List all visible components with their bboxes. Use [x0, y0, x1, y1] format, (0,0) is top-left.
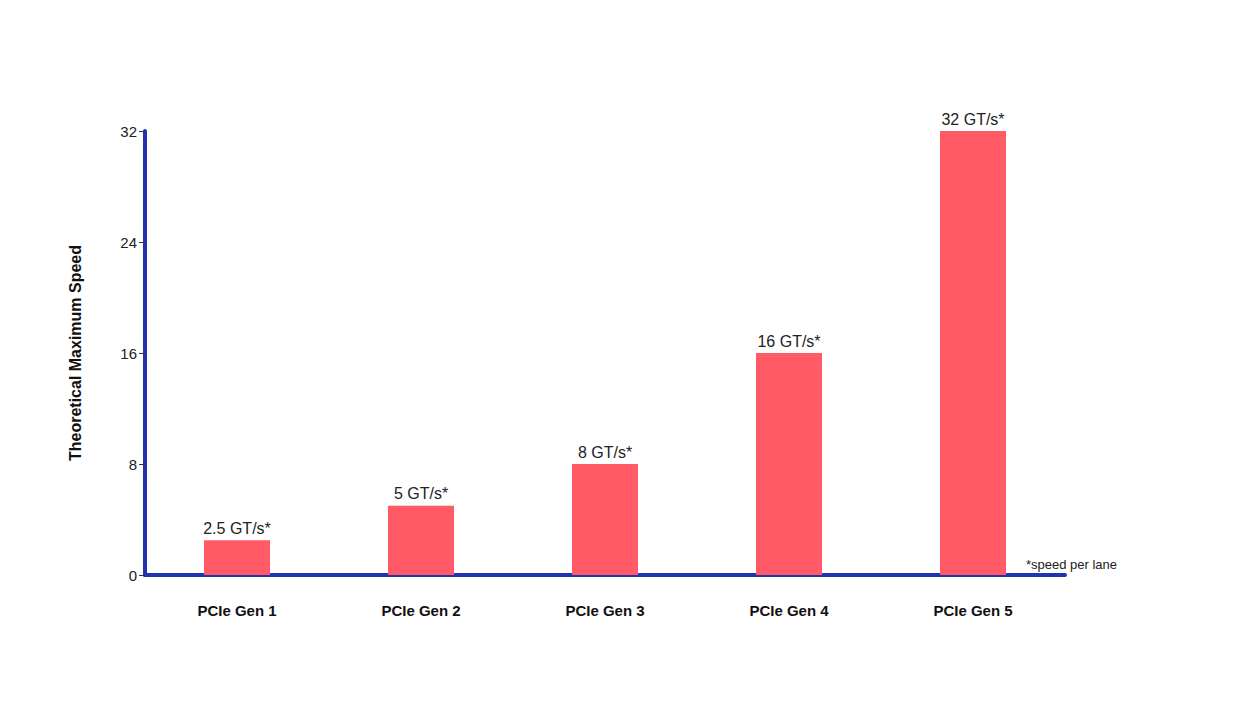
svg-text:8: 8	[129, 456, 137, 473]
svg-text:32 GT/s*: 32 GT/s*	[941, 111, 1004, 128]
svg-text:PCIe Gen 3: PCIe Gen 3	[565, 602, 644, 619]
svg-text:Theoretical Maximum Speed: Theoretical Maximum Speed	[67, 245, 84, 461]
svg-text:PCIe Gen 1: PCIe Gen 1	[197, 602, 276, 619]
svg-text:0: 0	[129, 567, 137, 584]
svg-text:16 GT/s*: 16 GT/s*	[757, 333, 820, 350]
svg-text:PCIe Gen 2: PCIe Gen 2	[381, 602, 460, 619]
svg-text:2.5 GT/s*: 2.5 GT/s*	[203, 520, 271, 537]
svg-text:PCIe Gen 4: PCIe Gen 4	[749, 602, 829, 619]
svg-text:16: 16	[120, 345, 137, 362]
svg-text:PCIe Gen 5: PCIe Gen 5	[933, 602, 1012, 619]
svg-text:5 GT/s*: 5 GT/s*	[394, 485, 448, 502]
svg-text:*speed per lane: *speed per lane	[1026, 557, 1117, 572]
svg-text:8 GT/s*: 8 GT/s*	[578, 444, 632, 461]
svg-text:32: 32	[120, 123, 137, 140]
svg-text:24: 24	[120, 234, 137, 251]
